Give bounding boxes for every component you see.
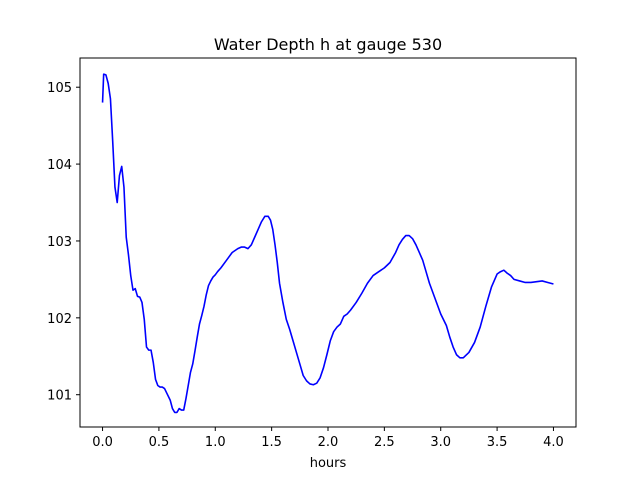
x-tick-label: 2.0: [318, 435, 339, 450]
y-tick-label: 105: [47, 81, 72, 96]
x-tick-label: 2.5: [374, 435, 395, 450]
y-axis: 101 102 103 104 105: [47, 81, 80, 404]
x-axis-label: hours: [310, 456, 347, 471]
y-tick-label: 103: [47, 235, 72, 250]
chart-title: Water Depth h at gauge 530: [214, 35, 442, 54]
x-tick-label: 1.0: [205, 435, 226, 450]
x-tick-label: 0.0: [92, 435, 113, 450]
x-tick-label: 4.0: [543, 435, 564, 450]
x-tick-label: 3.5: [487, 435, 508, 450]
y-tick-label: 104: [47, 158, 72, 173]
x-axis: 0.0 0.5 1.0 1.5 2.0 2.5 3.0 3.5 4.0: [92, 427, 564, 450]
series-line: [101, 73, 554, 414]
x-tick-label: 0.5: [149, 435, 170, 450]
x-tick-label: 3.0: [430, 435, 451, 450]
x-tick-label: 1.5: [261, 435, 282, 450]
y-tick-label: 102: [47, 312, 72, 327]
y-tick-label: 101: [47, 389, 72, 404]
